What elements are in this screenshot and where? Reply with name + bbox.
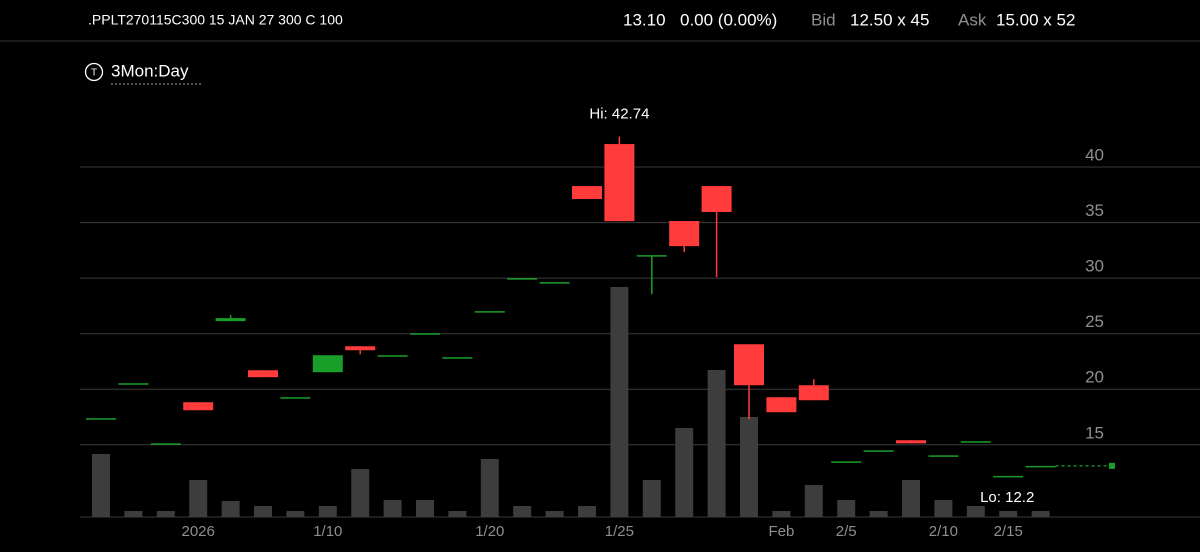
candle-body [507,278,538,280]
period[interactable]: 3Mon:Day [111,61,189,80]
x-tick-label: 2/15 [994,523,1023,540]
low-annotation: Lo: 12.2 [980,489,1034,506]
volume-bar [351,469,370,517]
volume-bar [189,480,208,517]
x-tick-label: Feb [768,523,794,540]
y-tick-label: 20 [1085,368,1104,387]
bid: 12.50 x 45 [850,10,929,29]
volume-bar [286,511,305,517]
volume-bar [740,417,758,517]
volume-bar [869,511,888,517]
y-tick-label: 35 [1085,201,1104,220]
volume-bar [221,501,240,517]
candle-body [993,475,1024,478]
candle-body [701,186,732,213]
x-tick-label: 2/5 [836,523,857,540]
volume-bar [804,485,823,517]
period-selector[interactable]: T 3Mon:Day [84,61,202,85]
volume-bar [772,511,791,517]
x-tick-label: 1/10 [313,523,342,540]
volume-bar [934,500,953,517]
candle-body [183,402,214,411]
y-tick-label: 40 [1085,146,1104,165]
candle-body [1025,465,1056,468]
volume-bar [642,480,661,517]
volume-bar [837,500,856,517]
ask: 15.00 x 52 [996,10,1075,29]
y-tick-label: 30 [1085,257,1104,276]
candle-body [669,221,700,247]
volume-bar [318,506,337,517]
volume-bar [999,511,1018,517]
candle-body [248,370,278,378]
candle-body [863,450,894,452]
volume-bar [578,506,596,517]
volume-bar [1031,511,1050,517]
candle-body [442,357,473,359]
volume-bar [675,428,694,517]
symbol: .PPLT270115C300 15 JAN 27 300 C 100 [88,12,343,28]
candle-body [150,443,181,445]
candle-body [604,144,635,222]
ask-label: Ask [958,10,987,29]
candle-body [410,333,440,335]
candle-body [86,418,116,420]
volume-bar [416,500,434,517]
candle-body [377,355,408,357]
candle-body [960,441,991,443]
high-annotation: Hi: 42.74 [589,106,649,123]
x-tick-label: 1/25 [605,523,634,540]
volume-bar [124,511,143,517]
x-tick-label: 1/20 [475,523,504,540]
volume-bar [448,511,467,517]
candle-body [766,397,797,413]
last-price: 13.10 [623,10,666,29]
candle-body [572,186,602,200]
candle-body [215,318,246,322]
candle-body [539,282,570,284]
candle-body [636,255,667,257]
change: 0.00 (0.00%) [680,10,777,29]
volume-bar [480,459,499,517]
candle-body [474,311,505,313]
candle-body [280,397,311,399]
volume-bar [966,506,985,517]
period-icon: T [91,68,97,79]
candle-body [734,344,764,386]
x-tick-label: 2/10 [929,523,958,540]
volume-bar [707,370,726,517]
candle-body [118,383,149,385]
volume-bar [254,506,272,517]
x-tick-label: 2026 [182,523,215,540]
y-tick-label: 15 [1085,423,1104,442]
candle-body [798,385,829,401]
candle-body [345,346,376,351]
bid-label: Bid [811,10,836,29]
volume-bar [156,511,175,517]
volume-bar [92,454,110,517]
volume-bar [383,500,402,517]
candle-body [896,440,926,444]
volume-bar [610,287,629,517]
volume-bar [545,511,564,517]
last-price-dot [1109,462,1115,469]
y-tick-label: 25 [1085,312,1104,331]
volume-bar [902,480,920,517]
candle-body [928,455,959,457]
candle-body [831,461,862,463]
volume-bar [513,506,532,517]
period-icon-ring [84,62,104,82]
candle-body [312,355,343,373]
